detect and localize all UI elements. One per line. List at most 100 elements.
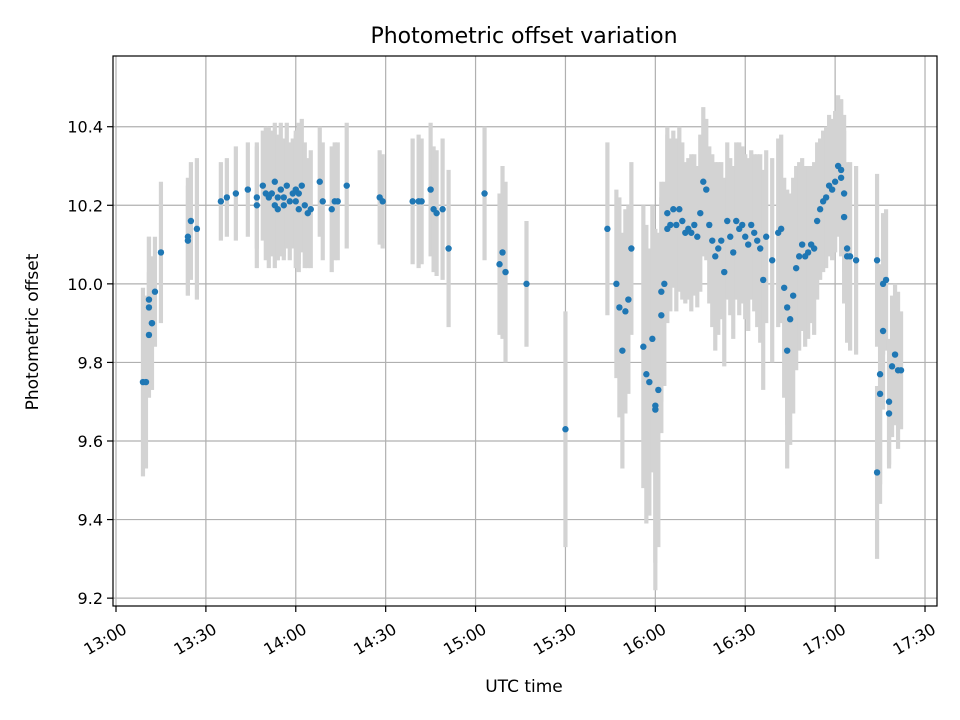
y-tick-label: 10.2 xyxy=(67,196,103,215)
data-point xyxy=(562,426,569,433)
data-point xyxy=(882,276,890,284)
data-point xyxy=(742,233,749,240)
data-point xyxy=(718,237,725,244)
data-point xyxy=(142,378,150,386)
y-axis-label: Photometric offset xyxy=(23,253,43,410)
data-point xyxy=(664,209,671,217)
data-point xyxy=(840,190,848,197)
data-point xyxy=(688,229,695,236)
data-point xyxy=(292,198,299,205)
data-point xyxy=(271,178,279,185)
data-point xyxy=(298,182,305,189)
data-point xyxy=(706,221,713,229)
data-point xyxy=(157,249,165,256)
data-point xyxy=(804,249,812,256)
data-point xyxy=(721,268,728,276)
data-point xyxy=(661,280,668,288)
plot-frame xyxy=(112,55,938,607)
data-point xyxy=(888,363,896,370)
data-point xyxy=(307,206,314,213)
data-point xyxy=(655,386,662,394)
data-point xyxy=(343,182,350,189)
data-point xyxy=(649,335,656,343)
data-point xyxy=(694,233,701,240)
data-point xyxy=(673,221,680,229)
y-tick-label: 9.6 xyxy=(78,432,103,451)
chart-title: Photometric offset variation xyxy=(370,24,677,49)
data-point xyxy=(328,206,335,213)
data-point xyxy=(280,202,287,209)
data-point xyxy=(727,233,734,240)
data-points xyxy=(139,162,905,476)
data-point xyxy=(613,280,620,288)
data-point xyxy=(751,229,758,236)
data-point xyxy=(274,206,281,213)
data-point xyxy=(780,284,788,291)
data-point xyxy=(852,257,860,264)
data-point xyxy=(148,319,156,327)
data-point xyxy=(334,198,341,205)
data-point xyxy=(891,351,899,358)
data-point xyxy=(840,213,848,221)
data-point xyxy=(145,304,153,311)
data-point xyxy=(760,276,767,284)
data-point xyxy=(691,221,698,229)
data-point xyxy=(828,186,836,193)
data-point xyxy=(193,225,201,233)
data-point xyxy=(724,217,731,225)
data-point xyxy=(145,331,153,339)
data-point xyxy=(700,178,707,185)
data-point xyxy=(418,198,425,205)
data-point xyxy=(777,225,785,233)
data-point xyxy=(646,378,653,386)
data-point xyxy=(427,186,434,193)
data-point xyxy=(604,225,611,233)
data-point xyxy=(837,174,845,181)
data-point xyxy=(873,257,881,264)
data-point xyxy=(843,245,851,252)
data-point xyxy=(670,206,677,213)
data-point xyxy=(616,304,623,311)
data-point xyxy=(754,237,761,244)
data-point xyxy=(481,190,488,197)
data-point xyxy=(697,209,704,217)
data-point xyxy=(184,233,192,240)
y-tick-label: 9.2 xyxy=(78,589,103,608)
data-point xyxy=(244,186,252,193)
data-point xyxy=(873,469,881,476)
data-point xyxy=(730,249,737,256)
data-point xyxy=(715,245,722,252)
data-point xyxy=(253,202,261,209)
data-point xyxy=(628,245,635,252)
data-point xyxy=(187,217,195,225)
data-point xyxy=(703,186,710,193)
data-point xyxy=(739,221,746,229)
data-point xyxy=(667,221,674,229)
data-point xyxy=(259,182,267,189)
data-point xyxy=(286,198,293,205)
data-point xyxy=(496,261,503,268)
data-point xyxy=(831,178,839,185)
data-point xyxy=(502,268,509,276)
data-point xyxy=(816,206,824,213)
data-point xyxy=(625,296,632,303)
x-axis-label: UTC time xyxy=(485,677,563,697)
data-point xyxy=(679,217,686,225)
data-point xyxy=(295,206,302,213)
data-point xyxy=(763,233,770,240)
data-point xyxy=(274,194,281,201)
data-point xyxy=(640,343,647,350)
data-point xyxy=(379,198,386,205)
data-point xyxy=(652,406,659,413)
data-point xyxy=(846,253,854,260)
data-point xyxy=(885,398,893,405)
data-point xyxy=(748,221,755,229)
data-point xyxy=(783,304,791,311)
y-tick-label: 10.4 xyxy=(67,118,103,137)
data-point xyxy=(619,347,626,354)
data-point xyxy=(295,190,302,197)
data-point xyxy=(658,312,665,319)
data-point xyxy=(783,347,791,354)
data-point xyxy=(409,198,416,205)
